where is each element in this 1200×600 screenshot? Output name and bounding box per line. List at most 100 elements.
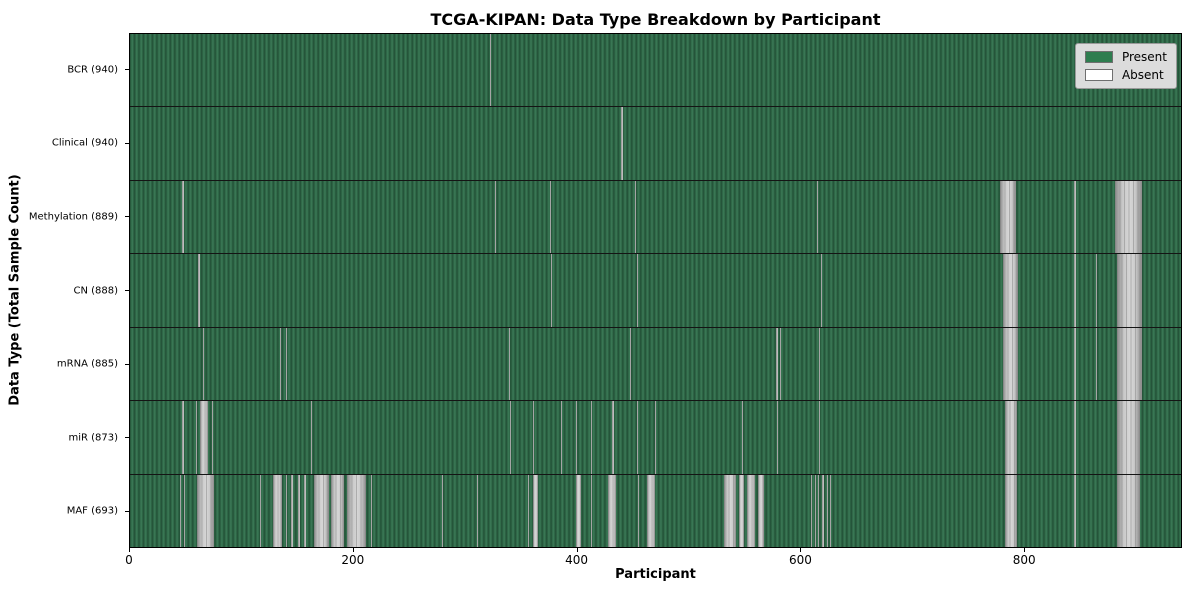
absent-stripe bbox=[738, 474, 745, 547]
absent-stripe bbox=[286, 474, 288, 547]
x-tick-mark bbox=[352, 548, 354, 552]
absent-stripe bbox=[495, 180, 497, 254]
absent-stripe bbox=[608, 474, 616, 547]
absent-stripe bbox=[297, 474, 300, 547]
absent-stripe bbox=[1117, 401, 1140, 474]
absent-stripe bbox=[724, 474, 737, 547]
legend-item-present: Present bbox=[1084, 50, 1167, 64]
absent-stripe bbox=[197, 474, 214, 547]
absent-stripe bbox=[533, 474, 538, 547]
absent-stripe bbox=[561, 401, 563, 474]
heatmap-row-maf bbox=[130, 474, 1181, 547]
absent-stripe bbox=[259, 474, 261, 547]
absent-stripe bbox=[637, 401, 639, 474]
legend-present-label: Present bbox=[1121, 50, 1167, 64]
y-tick-label: miR (873) bbox=[68, 432, 118, 444]
absent-stripe bbox=[371, 474, 373, 547]
absent-stripe bbox=[830, 474, 832, 547]
absent-stripe bbox=[346, 474, 366, 547]
absent-stripe bbox=[304, 474, 307, 547]
y-tick-label: Methylation (889) bbox=[28, 211, 118, 223]
present-swatch-icon bbox=[1084, 51, 1113, 63]
absent-stripe bbox=[742, 401, 744, 474]
legend-absent-label: Absent bbox=[1121, 68, 1164, 82]
absent-stripe bbox=[1073, 327, 1076, 401]
y-tick-label: MAF (693) bbox=[66, 505, 118, 517]
absent-stripe bbox=[1096, 327, 1098, 401]
absent-stripe bbox=[630, 327, 632, 401]
absent-stripe bbox=[1073, 180, 1076, 254]
absent-stripe bbox=[180, 474, 182, 547]
y-tick-label: CN (888) bbox=[73, 285, 118, 296]
absent-stripe bbox=[1117, 327, 1142, 401]
heatmap-rows bbox=[130, 34, 1181, 547]
absent-stripe bbox=[1073, 474, 1076, 547]
absent-stripe bbox=[1073, 401, 1076, 474]
absent-stripe bbox=[279, 327, 281, 401]
absent-stripe bbox=[183, 474, 185, 547]
absent-stripe bbox=[612, 401, 614, 474]
y-axis: BCR (940) Clinical (940) Methylation (889)… bbox=[0, 33, 129, 548]
absent-stripe bbox=[198, 254, 201, 327]
heatmap-row-mir bbox=[130, 401, 1181, 475]
absent-stripe bbox=[533, 401, 535, 474]
x-tick-label: 800 bbox=[1012, 553, 1036, 567]
absent-stripe bbox=[1004, 401, 1017, 474]
absent-stripe bbox=[816, 180, 818, 254]
absent-stripe bbox=[200, 401, 209, 474]
absent-stripe bbox=[826, 474, 829, 547]
y-tick-mark bbox=[125, 437, 129, 439]
chart-title: TCGA-KIPAN: Data Type Breakdown by Parti… bbox=[430, 10, 881, 29]
y-tick-mark bbox=[125, 69, 129, 71]
absent-stripe bbox=[822, 474, 824, 547]
absent-stripe bbox=[575, 401, 577, 474]
absent-stripe bbox=[489, 34, 491, 107]
absent-stripe bbox=[591, 474, 593, 547]
absent-stripe bbox=[637, 254, 639, 327]
y-tick-label: mRNA (885) bbox=[56, 358, 118, 370]
absent-stripe bbox=[1003, 254, 1018, 327]
absent-stripe bbox=[1096, 254, 1098, 327]
x-tick-label: 600 bbox=[788, 553, 812, 567]
absent-stripe bbox=[551, 254, 553, 327]
absent-stripe bbox=[290, 474, 294, 547]
absent-stripe bbox=[591, 401, 593, 474]
absent-stripe bbox=[811, 474, 813, 547]
heatmap-row-bcr bbox=[130, 34, 1181, 108]
absent-stripe bbox=[477, 474, 479, 547]
absent-stripe bbox=[509, 401, 511, 474]
absent-stripe bbox=[272, 474, 282, 547]
x-axis-label: Participant bbox=[615, 567, 696, 582]
absent-stripe bbox=[1115, 180, 1142, 254]
absent-stripe bbox=[314, 474, 329, 547]
absent-stripe bbox=[775, 327, 778, 401]
absent-stripe bbox=[647, 474, 655, 547]
y-tick-mark bbox=[125, 142, 129, 144]
x-tick-mark bbox=[1024, 548, 1026, 552]
legend: Present Absent bbox=[1074, 43, 1177, 89]
absent-stripe bbox=[211, 401, 213, 474]
absent-stripe bbox=[182, 401, 184, 474]
x-tick-mark bbox=[576, 548, 578, 552]
heatmap-row-methylation bbox=[130, 180, 1181, 255]
absent-stripe bbox=[441, 474, 443, 547]
x-tick-label: 0 bbox=[125, 553, 133, 567]
absent-swatch-icon bbox=[1084, 69, 1113, 81]
absent-stripe bbox=[182, 180, 184, 254]
x-tick-mark bbox=[800, 548, 802, 552]
y-tick-label: BCR (940) bbox=[67, 64, 118, 76]
absent-stripe bbox=[508, 327, 510, 401]
absent-stripe bbox=[202, 327, 204, 401]
y-tick-mark bbox=[125, 510, 129, 512]
absent-stripe bbox=[1004, 474, 1017, 547]
absent-stripe bbox=[638, 474, 640, 547]
absent-stripe bbox=[1000, 180, 1016, 254]
absent-stripe bbox=[819, 327, 821, 401]
legend-item-absent: Absent bbox=[1084, 68, 1167, 82]
absent-stripe bbox=[527, 474, 529, 547]
absent-stripe bbox=[654, 401, 657, 474]
absent-stripe bbox=[819, 401, 821, 474]
heatmap-row-mrna bbox=[130, 327, 1181, 402]
absent-stripe bbox=[195, 401, 197, 474]
